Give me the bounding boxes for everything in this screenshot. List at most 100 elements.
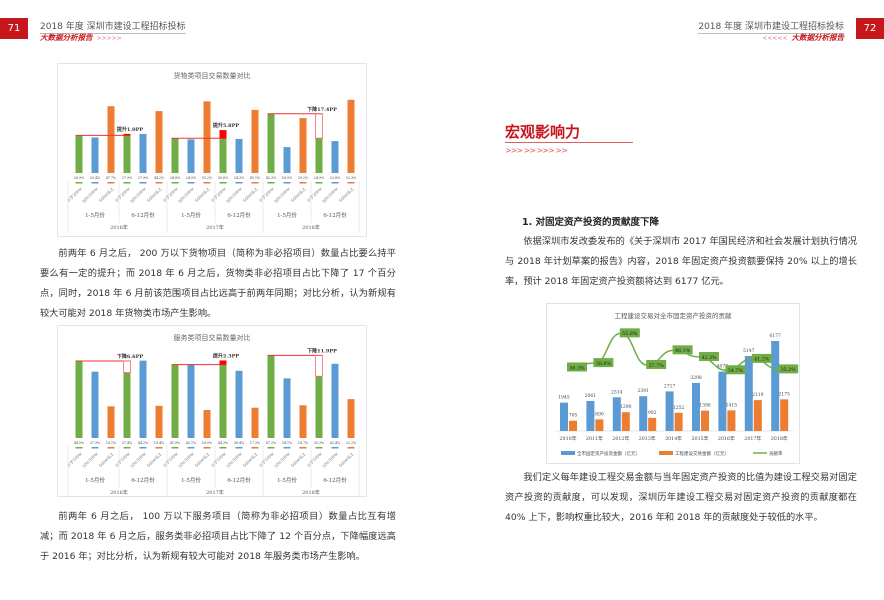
data-label: 800: [595, 411, 604, 417]
legend-marker: [187, 182, 195, 184]
data-label: 51.2%: [202, 176, 212, 180]
year-label: 2016年: [110, 224, 128, 231]
decrease-highlight: [315, 354, 323, 377]
chart-title: 服务类项目交易数量对比: [174, 333, 251, 342]
bar-total-investment: [771, 341, 780, 431]
period-label: 1-5月份: [85, 476, 105, 484]
legend-marker: [299, 182, 307, 184]
data-label: 1252: [673, 405, 685, 411]
rate-label: 35.2%: [781, 367, 797, 373]
rate-label: 46.1%: [675, 348, 691, 354]
data-label: 24.0%: [186, 176, 196, 180]
x-tick-label: 2018年: [771, 435, 788, 442]
period-label: 1-5月份: [181, 211, 201, 219]
data-label: 47.7%: [106, 176, 116, 180]
section-divider: [505, 142, 633, 143]
legend-marker: [235, 447, 243, 449]
data-label: 39.2%: [298, 176, 308, 180]
bar: [187, 139, 195, 173]
goods-chart: 货物类项目交易数量对比 26.9% 小于200w 25.4% 200-500w 47.7%…: [57, 63, 367, 237]
rate-label: 55.8%: [622, 331, 638, 337]
increase-highlight: [219, 360, 227, 365]
chevrons-decoration: >>> >> >>> >>: [505, 146, 568, 155]
bar: [107, 106, 115, 173]
services-chart-svg: 服务类项目交易数量对比44.0%小于100w37.9%100-500w18.1%…: [65, 333, 360, 498]
category-label: 500w以上: [241, 450, 259, 468]
data-label: 17.3%: [250, 441, 260, 445]
data-label: 902: [648, 410, 657, 416]
legend-marker: [139, 182, 147, 184]
period-label: 6-12月份: [131, 476, 155, 484]
page-number-right: 72: [856, 18, 884, 39]
services-paragraph: 前两年 6 月之后， 100 万以下服务项目（简称为非必招项目）数量占比互有增减…: [40, 511, 396, 562]
data-label: 24.9%: [314, 176, 324, 180]
chart-title: 工程建设交易对全市固定资产投资的贡献: [615, 311, 733, 320]
legend-marker: [107, 182, 115, 184]
bar: [283, 147, 291, 173]
legend-marker: [331, 447, 339, 449]
legend-marker: [203, 182, 211, 184]
category-label: 500w以上: [241, 185, 259, 203]
bar: [315, 138, 323, 173]
data-label: 26.9%: [74, 176, 84, 180]
x-tick-label: 2016年: [718, 435, 735, 442]
x-tick-label: 2012年: [612, 435, 629, 442]
bar: [123, 372, 131, 438]
bar: [139, 133, 147, 173]
rate-label-box: [567, 362, 587, 372]
category-label: 100-500w: [225, 451, 243, 469]
bar: [139, 360, 147, 438]
legend-marker: [155, 182, 163, 184]
annotation-label: 提升1.0PP: [117, 126, 143, 133]
period-label: 6-12月份: [227, 476, 251, 484]
x-tick-label: 2011年: [586, 435, 603, 442]
bar: [331, 363, 339, 438]
data-label: 25.4%: [90, 176, 100, 180]
category-label: 500w以上: [337, 450, 355, 468]
year-label: 2018年: [302, 224, 320, 231]
bar: [331, 141, 339, 173]
decrease-highlight: [315, 113, 323, 139]
annotation-label: 提升2.3PP: [213, 352, 239, 359]
legend-marker: [91, 182, 99, 184]
bar-total-investment: [692, 382, 700, 431]
rate-label-box: [778, 364, 799, 374]
data-label: 41.9%: [170, 441, 180, 445]
category-label: 200-500w: [273, 186, 291, 204]
legend-marker: [315, 182, 323, 184]
data-label: 2175: [778, 391, 790, 397]
x-tick-label: 2015年: [691, 435, 708, 442]
legend-label: 工程建设交易金额（亿元）: [675, 450, 729, 457]
period-label: 1-5月份: [85, 211, 105, 219]
data-label: 1945: [558, 395, 570, 401]
period-label: 6-12月份: [323, 476, 347, 484]
legend-label: 贡献率: [769, 450, 783, 457]
category-label: 200-500w: [177, 186, 195, 204]
bar: [219, 130, 227, 173]
period-label: 6-12月份: [323, 211, 347, 219]
data-label: 3298: [690, 375, 702, 381]
data-label: 37.9%: [90, 441, 100, 445]
legend-marker: [203, 447, 211, 449]
category-label: 500w以上: [337, 185, 355, 203]
rate-label: 36.3%: [569, 365, 585, 371]
data-label: 30.6%: [218, 176, 228, 180]
data-label: 4078: [717, 364, 729, 370]
header-subtitle-left: 大数据分析报告 >>>>>: [40, 32, 126, 43]
x-tick-label: 2017年: [744, 435, 761, 442]
contribution-paragraph: 我们定义每年建设工程交易金额与当年固定资产投资的比值为建设工程交易对固定资产投资…: [505, 472, 857, 523]
category-label: 500w以上: [193, 185, 211, 203]
legend-marker: [219, 182, 227, 184]
category-label: 500w以上: [289, 185, 307, 203]
contribution-chart-svg: 工程建设交易对全市固定资产投资的贡献 1945 705 2010年 2061 800 201…: [555, 311, 799, 457]
rate-label-box: [751, 353, 772, 363]
bar: [347, 399, 355, 438]
bar-construction-trade: [569, 420, 577, 431]
category-label: 500w以上: [193, 450, 211, 468]
bar: [187, 364, 195, 438]
data-label: 18.7%: [298, 441, 308, 445]
data-label: 27.9%: [138, 176, 148, 180]
bar-total-investment: [586, 400, 595, 431]
data-label: 2717: [664, 383, 676, 389]
